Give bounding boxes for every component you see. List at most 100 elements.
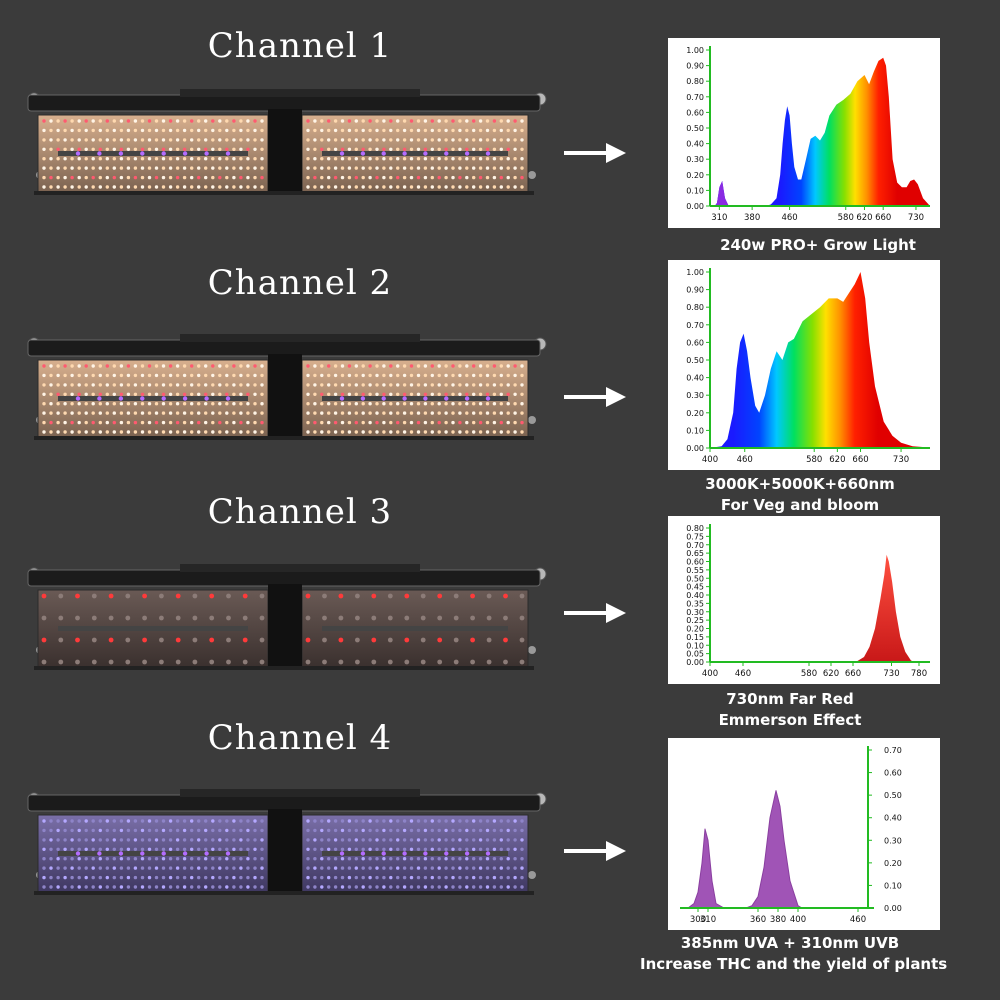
led-dot (190, 373, 194, 378)
led-dot (416, 383, 421, 387)
led-dot (175, 402, 180, 406)
led-dot (133, 166, 138, 170)
led-dot (485, 383, 490, 387)
led-dot (333, 420, 338, 425)
led-dot (84, 157, 88, 161)
led-dot (423, 885, 428, 889)
led-dot (444, 857, 448, 861)
led-dot (375, 885, 379, 889)
led-dot (409, 402, 414, 406)
led-dot (77, 128, 81, 133)
led-dot (478, 430, 483, 434)
led-dot (382, 373, 386, 378)
fixture-bottom-rail (34, 666, 534, 670)
led-dot (204, 175, 208, 180)
led-dot (56, 138, 60, 142)
led-dot (70, 147, 74, 151)
x-tick-label: 400 (790, 915, 806, 925)
led-dot (91, 828, 95, 833)
y-tick-label: 0.00 (686, 202, 704, 211)
led-dot (70, 373, 74, 378)
led-dot (499, 838, 503, 842)
uv-led (118, 151, 124, 156)
led-dot (182, 885, 187, 889)
led-dot (147, 185, 152, 189)
led-dot (161, 847, 166, 851)
led-dot (84, 364, 88, 368)
led-dot (520, 185, 524, 189)
led-dot (416, 420, 421, 425)
led-dot (159, 593, 164, 599)
led-dot (70, 875, 74, 880)
led-dot (472, 364, 476, 368)
led-dot (333, 166, 338, 170)
led-dot (499, 373, 503, 378)
led-dot (430, 866, 434, 870)
led-dot (140, 819, 145, 823)
y-tick-label: 0.70 (884, 746, 902, 755)
led-dot (485, 175, 490, 180)
led-dot (211, 866, 215, 870)
led-dot (260, 828, 264, 833)
led-dot (119, 885, 124, 889)
led-dot (225, 885, 229, 889)
led-dot (77, 838, 81, 842)
led-dot (147, 420, 152, 425)
led-dot (368, 147, 372, 151)
led-dot (140, 875, 145, 880)
led-dot (84, 885, 88, 889)
led-dot (520, 175, 524, 180)
led-dot (232, 411, 236, 415)
led-dot (437, 157, 441, 161)
x-tick-label: 460 (850, 915, 866, 925)
led-dot (197, 857, 201, 861)
led-dot (478, 847, 483, 851)
led-dot (354, 402, 358, 406)
led-dot (430, 185, 434, 189)
led-dot (361, 364, 365, 368)
led-dot (77, 847, 81, 851)
led-dot (333, 857, 338, 861)
led-dot (444, 383, 448, 387)
uv-led (161, 396, 166, 401)
led-dot (190, 875, 194, 880)
led-dot (320, 373, 324, 378)
led-dot (253, 138, 257, 142)
led-dot (218, 847, 222, 851)
led-dot (225, 411, 229, 415)
led-dot (126, 185, 131, 189)
led-dot (320, 175, 324, 180)
led-dot (140, 430, 145, 434)
spectrum-chart: 0.000.050.100.150.200.250.300.350.400.45… (668, 516, 940, 684)
led-dot (204, 420, 208, 425)
led-dot (389, 119, 393, 123)
led-dot (77, 430, 81, 434)
led-dot (423, 157, 428, 161)
led-dot (430, 147, 434, 151)
led-dot (313, 128, 317, 133)
led-dot (175, 128, 180, 133)
led-dot (499, 392, 503, 396)
led-dot (168, 838, 173, 842)
led-dot (333, 383, 338, 387)
led-dot (416, 402, 421, 406)
x-tick-label: 360 (750, 915, 766, 925)
led-dot (98, 875, 103, 880)
led-dot (458, 420, 462, 425)
uv-led (140, 396, 145, 401)
led-dot (133, 119, 138, 123)
led-dot (42, 157, 46, 161)
led-dot (56, 847, 60, 851)
y-tick-label: 0.25 (686, 616, 704, 625)
led-dot (49, 828, 53, 833)
led-dot (382, 185, 386, 189)
led-dot (182, 875, 187, 880)
led-dot (396, 392, 400, 396)
led-dot (389, 185, 393, 189)
led-dot (175, 828, 180, 833)
led-dot (77, 875, 81, 880)
led-dot (354, 383, 358, 387)
led-dot (340, 857, 345, 861)
led-dot (63, 147, 67, 151)
led-dot (161, 392, 166, 396)
